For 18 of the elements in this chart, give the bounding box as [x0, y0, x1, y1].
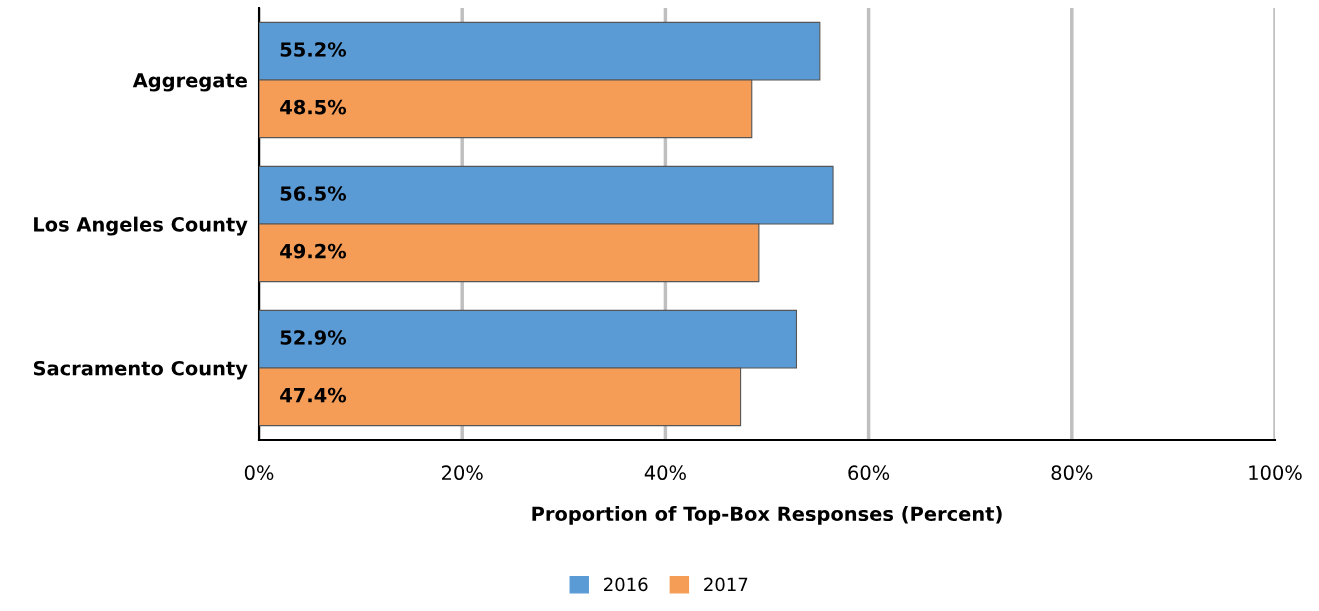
legend-label: 2017 — [704, 577, 748, 592]
data-label: 55.2% — [280, 42, 347, 57]
x-tick-label: 0% — [244, 465, 274, 481]
x-tick-label: 20% — [442, 465, 483, 481]
legend-label: 2016 — [604, 577, 648, 592]
data-label: 48.5% — [280, 99, 347, 115]
x-tick-label: 60% — [848, 465, 890, 481]
y-tick-label: Los Angeles County — [34, 216, 248, 236]
data-label: 49.2% — [280, 243, 347, 259]
y-tick-label: Aggregate — [132, 73, 247, 92]
data-label: 52.9% — [280, 330, 347, 345]
data-label: 56.5% — [280, 186, 347, 201]
x-tick-label: 100% — [1249, 465, 1302, 481]
y-tick-label: Sacramento County — [33, 360, 248, 380]
x-axis-title: Proportion of Top-Box Responses (Percent) — [532, 506, 1002, 525]
data-label: 47.4% — [280, 387, 347, 403]
x-tick-label: 80% — [1051, 465, 1093, 481]
x-tick-label: 40% — [644, 465, 686, 481]
